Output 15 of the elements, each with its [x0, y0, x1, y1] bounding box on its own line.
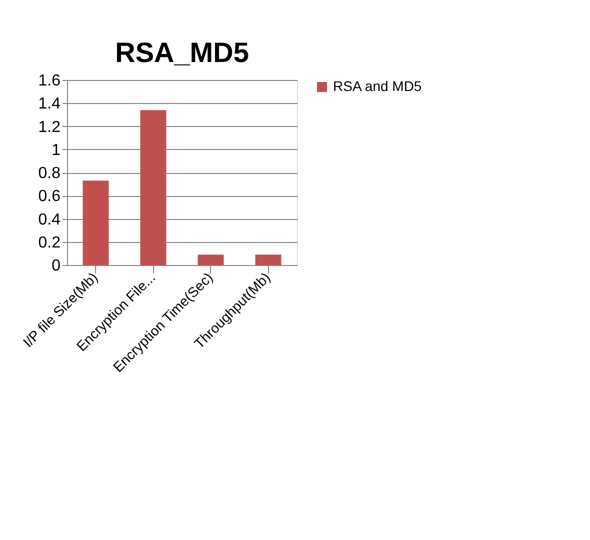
bar	[198, 254, 224, 265]
y-tick-label: 1.6	[38, 72, 61, 90]
y-tick-label: 0.6	[38, 188, 61, 206]
chart-title: RSA_MD5	[115, 37, 249, 68]
bar	[140, 110, 166, 265]
y-tick-label: 1.2	[38, 118, 61, 136]
y-tick-label: 0.4	[38, 211, 61, 228]
y-tick-label: 1	[52, 142, 61, 159]
legend-label: RSA and MD5	[333, 78, 422, 94]
y-tick-label: 0.2	[38, 234, 61, 252]
y-tick-label: 0	[52, 258, 61, 274]
y-tick-label: 0.8	[38, 165, 61, 182]
bar	[82, 180, 109, 265]
y-tick-label: 1.4	[38, 96, 61, 113]
bar	[255, 254, 282, 265]
